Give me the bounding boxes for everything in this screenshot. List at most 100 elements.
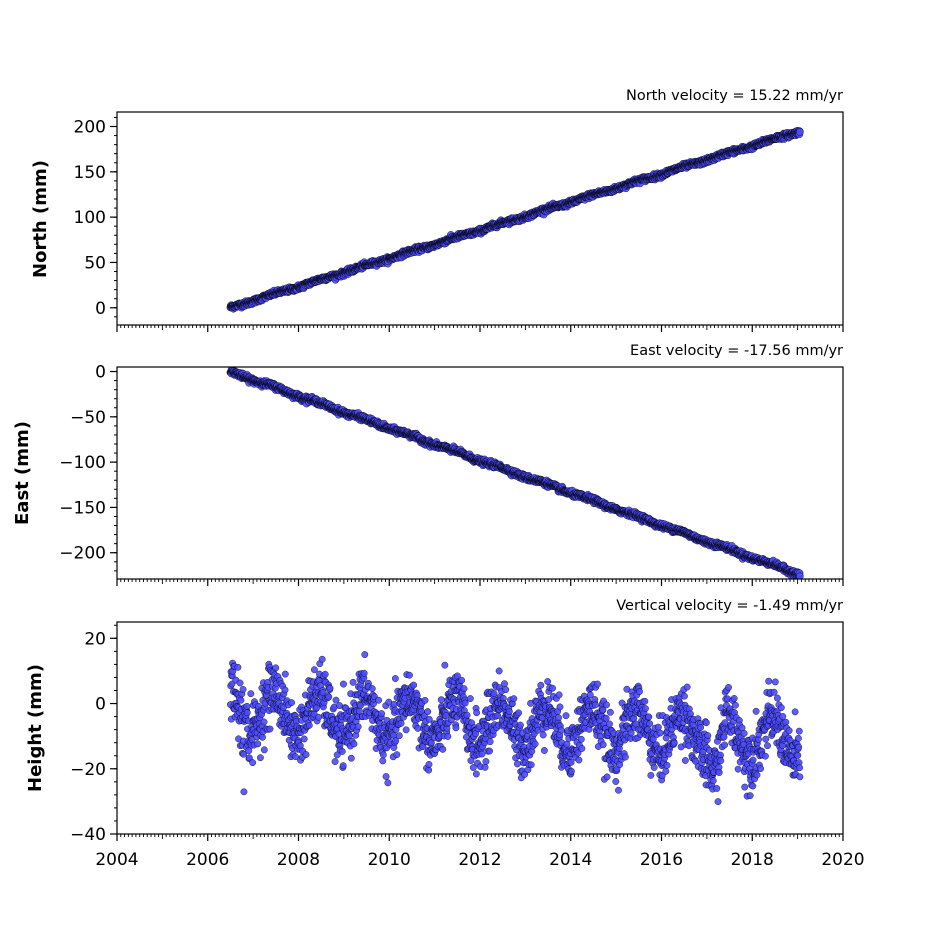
data-point [444, 733, 452, 740]
data-point [243, 709, 251, 717]
data-point [272, 664, 280, 672]
data-point [257, 754, 264, 762]
data-point [259, 733, 266, 741]
data-point [247, 690, 255, 698]
data-point [393, 751, 401, 759]
north-points [226, 127, 804, 313]
east-y-tick-label: −100 [59, 453, 106, 473]
data-point [254, 740, 262, 748]
east-points [226, 367, 804, 579]
north-panel: North velocity = 15.22 mm/yr North (mm) [30, 88, 843, 278]
east-ylabel: East (mm) [12, 421, 33, 525]
data-point [425, 761, 433, 768]
east-y-tick-label: −200 [59, 544, 106, 564]
data-point [331, 758, 339, 765]
vertical-velocity-title: Vertical velocity = -1.49 mm/yr [616, 598, 843, 614]
data-point [310, 666, 318, 674]
data-point [395, 732, 403, 740]
north-velocity-title: North velocity = 15.22 mm/yr [626, 88, 843, 104]
data-point [266, 725, 274, 733]
data-point [442, 712, 450, 720]
data-point [439, 745, 447, 753]
data-point [236, 679, 244, 687]
data-point [245, 747, 253, 755]
data-point [292, 753, 299, 761]
data-point [245, 754, 253, 762]
north-y-tick-label: 200 [74, 118, 106, 138]
north-y-tick-label: 150 [74, 163, 106, 183]
data-point [332, 696, 340, 704]
data-point [397, 719, 405, 727]
data-point [796, 572, 804, 579]
data-point [333, 751, 341, 759]
data-point [406, 671, 413, 679]
data-point [392, 737, 400, 745]
data-point [237, 696, 245, 704]
data-point [378, 710, 385, 718]
data-point [260, 746, 268, 754]
data-point [354, 723, 362, 731]
data-point [361, 651, 369, 658]
data-point [249, 759, 257, 767]
data-point [325, 693, 333, 701]
data-point [234, 663, 242, 671]
data-point [349, 678, 357, 686]
north-ylabel: North (mm) [30, 160, 51, 278]
data-point [384, 779, 392, 787]
north-y-tick-label: 0 [95, 299, 106, 319]
data-point [402, 726, 410, 734]
data-point [319, 689, 327, 697]
data-point [326, 684, 334, 692]
east-axes: 0 −50 −100 −150 −200 [59, 363, 844, 586]
data-point [379, 751, 387, 759]
data-point [318, 655, 326, 663]
east-panel: East velocity = -17.56 mm/yr East (mm) [12, 343, 843, 525]
data-point [243, 702, 251, 710]
data-point [321, 670, 329, 678]
data-point [350, 740, 358, 748]
data-point [240, 788, 248, 796]
data-point [339, 762, 347, 770]
data-point [410, 681, 418, 689]
data-point [300, 735, 308, 743]
data-point [375, 696, 382, 704]
data-point [414, 724, 422, 732]
data-point [441, 661, 449, 669]
data-point [338, 748, 346, 755]
data-point [281, 686, 289, 694]
data-point [315, 713, 322, 721]
data-point [425, 715, 433, 723]
data-point [390, 700, 398, 708]
data-point [391, 675, 399, 682]
data-point [305, 721, 313, 729]
data-point [382, 773, 390, 780]
data-point [424, 708, 432, 715]
data-point [281, 670, 289, 678]
data-point [260, 718, 268, 726]
data-point [239, 686, 247, 693]
east-y-tick-label: 0 [95, 363, 106, 383]
north-y-tick-label: 100 [74, 208, 106, 228]
data-point [368, 685, 376, 693]
height-ylabel: Height (mm) [25, 664, 46, 792]
data-point [347, 754, 355, 762]
east-velocity-title: East velocity = -17.56 mm/yr [630, 343, 843, 359]
east-y-tick-label: −150 [59, 498, 106, 518]
data-point [340, 680, 347, 688]
data-point [240, 750, 248, 758]
north-axes: 0 50 100 150 200 [74, 111, 844, 332]
data-point [288, 699, 296, 707]
height-points [227, 651, 804, 806]
data-point [796, 128, 804, 136]
data-point [360, 669, 368, 677]
east-y-tick-label: −50 [70, 408, 106, 428]
data-point [437, 696, 445, 704]
data-point [302, 751, 310, 758]
height-panel: Vertical velocity = -1.49 mm/yr Height (… [25, 598, 843, 792]
data-point [421, 696, 429, 704]
data-point [425, 766, 433, 774]
data-point [379, 757, 387, 765]
north-y-tick-label: 50 [84, 253, 106, 273]
